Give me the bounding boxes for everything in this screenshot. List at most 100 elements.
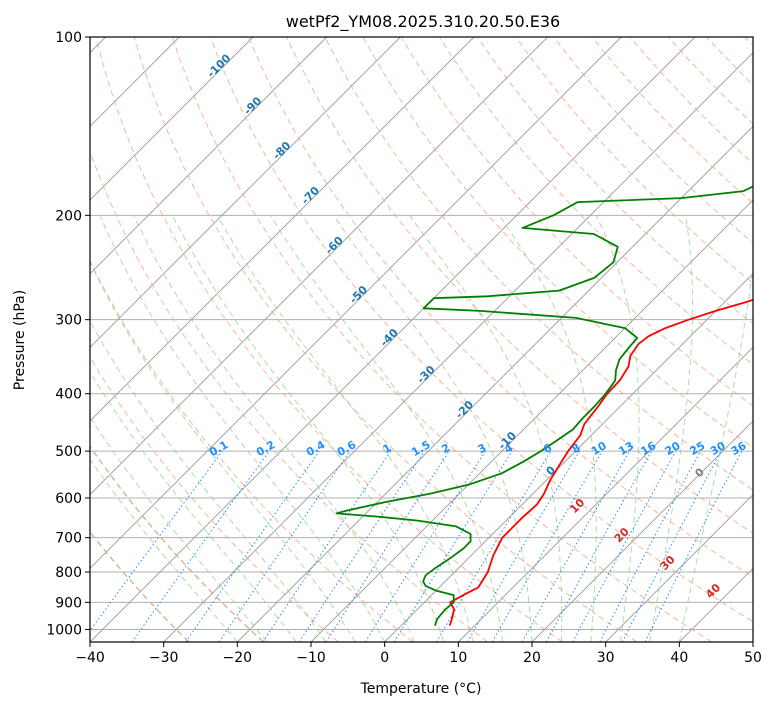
moist-adiabat bbox=[269, 215, 503, 642]
isotherm-line bbox=[90, 37, 622, 569]
y-tick-label: 600 bbox=[55, 491, 82, 507]
isotherm-label: -100 bbox=[205, 51, 234, 80]
dry-adiabat bbox=[591, 37, 753, 204]
moist-adiabat bbox=[90, 416, 268, 642]
dry-adiabat bbox=[438, 37, 753, 366]
moist-adiabat bbox=[133, 215, 415, 642]
dry-adiabat bbox=[476, 37, 753, 325]
dry-adiabat bbox=[553, 37, 753, 244]
isotherm-line bbox=[90, 37, 548, 496]
mixing-ratio-line bbox=[298, 450, 425, 642]
dry-adiabat bbox=[90, 150, 488, 642]
dry-adiabat bbox=[286, 37, 753, 534]
y-tick-label: 700 bbox=[55, 531, 82, 547]
moist-adiabat bbox=[90, 260, 356, 642]
x-axis-label: Temperature (°C) bbox=[360, 681, 482, 697]
isotherm-line bbox=[90, 37, 475, 422]
chart-title: wetPf2_YM08.2025.310.20.50.E36 bbox=[286, 12, 560, 32]
y-tick-label: 800 bbox=[55, 565, 82, 581]
isotherm-line bbox=[752, 641, 753, 642]
x-tick-label: 40 bbox=[670, 650, 688, 666]
x-tick-label: 20 bbox=[523, 650, 541, 666]
moist-adiabat bbox=[498, 215, 597, 642]
dewpoint-profile bbox=[335, 185, 753, 626]
moist-adiabat bbox=[409, 215, 563, 642]
moist-adiabat bbox=[216, 215, 474, 642]
x-tick-label: −40 bbox=[75, 650, 105, 666]
mixing-ratio-label: 8 bbox=[570, 441, 583, 456]
isotherm-line bbox=[163, 52, 753, 642]
dry-adiabat bbox=[90, 531, 190, 642]
plot-frame bbox=[89, 36, 754, 643]
mixing-ratio-label: 0.1 bbox=[207, 438, 230, 459]
moist-adiabat bbox=[90, 370, 297, 642]
axis-ticks: −40 −30 −20 −10 0 10 20 30 40 5010020030040050060… bbox=[46, 30, 762, 666]
mixing-ratio-line bbox=[644, 450, 743, 642]
mixing-ratio-line bbox=[521, 450, 630, 642]
background-lines bbox=[90, 37, 753, 642]
isotherm-label: -80 bbox=[270, 139, 293, 162]
isotherm-line bbox=[458, 346, 753, 642]
y-tick-label: 300 bbox=[55, 313, 82, 329]
mixing-ratio-line bbox=[325, 450, 450, 642]
isotherm-label: -60 bbox=[323, 234, 346, 257]
dry-adiabat bbox=[90, 445, 264, 642]
mixing-ratio-line bbox=[572, 450, 677, 642]
mixing-ratio-line bbox=[364, 450, 486, 642]
mixing-ratio-label: 1 bbox=[381, 441, 394, 456]
moist-adiabat bbox=[90, 458, 238, 642]
x-tick-label: −20 bbox=[223, 650, 253, 666]
mixing-ratio-label: 0.6 bbox=[335, 438, 359, 459]
dry-adiabat bbox=[209, 37, 753, 623]
x-tick-label: −10 bbox=[296, 650, 326, 666]
moist-adiabat bbox=[678, 264, 753, 642]
dry-adiabat bbox=[95, 37, 563, 642]
moist-adiabat bbox=[99, 215, 386, 642]
dry-adiabat bbox=[400, 37, 753, 407]
isotherm-line bbox=[237, 125, 753, 642]
dry-adiabat bbox=[90, 356, 339, 642]
temperature-profile bbox=[448, 298, 753, 626]
mixing-ratio-line bbox=[599, 450, 701, 642]
isotherm-label: -40 bbox=[378, 326, 401, 349]
moist-adiabat bbox=[172, 215, 445, 642]
mixing-ratio-line bbox=[131, 450, 270, 642]
y-axis-label: Pressure (hPa) bbox=[12, 290, 28, 390]
moist-adiabat-label: 30 bbox=[658, 553, 678, 573]
mixing-ratio-label: 13 bbox=[616, 439, 636, 458]
dry-adiabat bbox=[667, 37, 753, 125]
mixing-ratio-line bbox=[262, 450, 392, 642]
mixing-ratio-line bbox=[185, 450, 320, 642]
mixing-ratio-label: 25 bbox=[688, 439, 708, 458]
x-tick-label: 30 bbox=[597, 650, 615, 666]
y-tick-label: 900 bbox=[55, 595, 82, 611]
profile-lines bbox=[335, 185, 753, 626]
dry-adiabat bbox=[705, 37, 753, 86]
isotherm-line bbox=[531, 420, 753, 642]
isotherm-line bbox=[90, 37, 327, 275]
mixing-ratio-label: 0.4 bbox=[304, 438, 328, 459]
moist-adiabat-label: 20 bbox=[612, 525, 632, 545]
isotherm-label: -70 bbox=[299, 184, 322, 207]
isotherm-label: -90 bbox=[241, 94, 264, 117]
mixing-ratio-label: 30 bbox=[708, 439, 728, 458]
moist-adiabat bbox=[90, 319, 327, 642]
moist-adiabat bbox=[595, 215, 640, 642]
x-tick-label: 50 bbox=[744, 650, 762, 666]
isotherm-line bbox=[605, 494, 753, 642]
dry-adiabat bbox=[324, 37, 753, 491]
mixing-ratio-label: 2 bbox=[439, 441, 452, 456]
x-tick-label: −30 bbox=[149, 650, 179, 666]
mixing-ratio-line bbox=[218, 450, 351, 642]
zero-line-label: 0 bbox=[692, 465, 707, 480]
mixing-ratio-label: 1.5 bbox=[409, 438, 432, 459]
mixing-ratio-label: 16 bbox=[639, 439, 659, 458]
mixing-ratio-label: 0.2 bbox=[254, 438, 277, 459]
mixing-ratio-label: 20 bbox=[663, 439, 683, 458]
isotherm-label: -30 bbox=[414, 363, 437, 386]
dry-adiabat bbox=[171, 37, 712, 642]
x-tick-label: 10 bbox=[449, 650, 467, 666]
dry-adiabat bbox=[515, 37, 753, 284]
moist-adiabat bbox=[649, 215, 693, 642]
